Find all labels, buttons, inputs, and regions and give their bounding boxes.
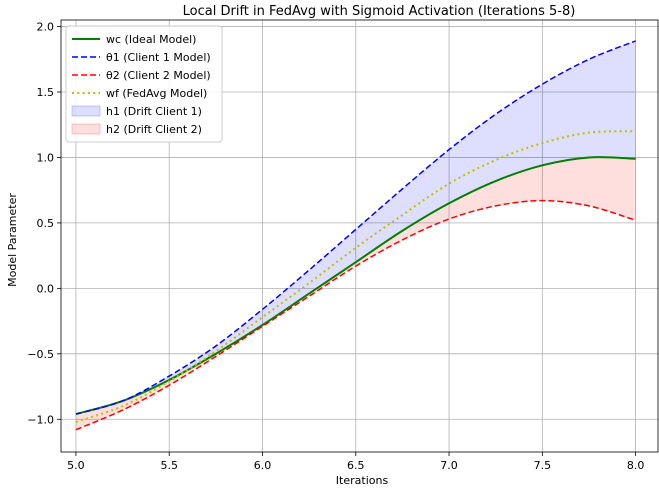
- x-axis-label: Iterations: [336, 474, 389, 487]
- legend: wc (Ideal Model) θ1 (Client 1 Model) θ2 (C…: [65, 25, 223, 143]
- y-tick-label: 0.0: [37, 282, 55, 295]
- legend-label: wc (Ideal Model): [106, 33, 196, 46]
- legend-label: h1 (Drift Client 1): [106, 105, 202, 118]
- legend-box: [65, 25, 223, 143]
- y-tick-label: −1.0: [27, 413, 54, 426]
- x-tick-label: 5.0: [67, 459, 85, 472]
- series-lines: [75, 40, 636, 431]
- x-tick-label: 8.0: [627, 459, 645, 472]
- y-tick-label: 2.0: [37, 21, 55, 34]
- y-tick-label: 0.5: [37, 217, 55, 230]
- y-axis-label: Model Parameter: [6, 193, 19, 287]
- series-line-4: [75, 130, 636, 423]
- legend-label: wf (FedAvg Model): [106, 87, 207, 100]
- legend-swatch: [71, 123, 101, 135]
- series-line-2: [75, 40, 636, 415]
- x-tick-label: 7.0: [440, 459, 458, 472]
- legend-label: θ2 (Client 2 Model): [106, 69, 211, 82]
- legend-label: θ1 (Client 1 Model): [106, 51, 211, 64]
- legend-label: h2 (Drift Client 2): [106, 123, 202, 136]
- x-tick-label: 6.5: [347, 459, 365, 472]
- chart-title: Local Drift in FedAvg with Sigmoid Activ…: [183, 4, 576, 19]
- legend-swatch: [71, 105, 101, 117]
- x-tick-label: 7.5: [534, 459, 552, 472]
- x-tick-label: 6.0: [254, 459, 272, 472]
- y-axis-ticks: −1.0 −0.5 0.0 0.5 1.0 1.5 2.0: [27, 21, 61, 426]
- x-axis-ticks: 5.0 5.5 6.0 6.5 7.0 7.5 8.0: [67, 452, 644, 472]
- plot-frame: [60, 19, 659, 453]
- series-line-1: [75, 156, 636, 416]
- grid: [61, 20, 658, 452]
- y-tick-label: 1.5: [37, 86, 55, 99]
- drift-fill-1: [75, 40, 636, 415]
- y-tick-label: 1.0: [37, 151, 55, 164]
- series-line-3: [75, 199, 636, 431]
- x-tick-label: 5.5: [160, 459, 178, 472]
- y-tick-label: −0.5: [27, 348, 54, 361]
